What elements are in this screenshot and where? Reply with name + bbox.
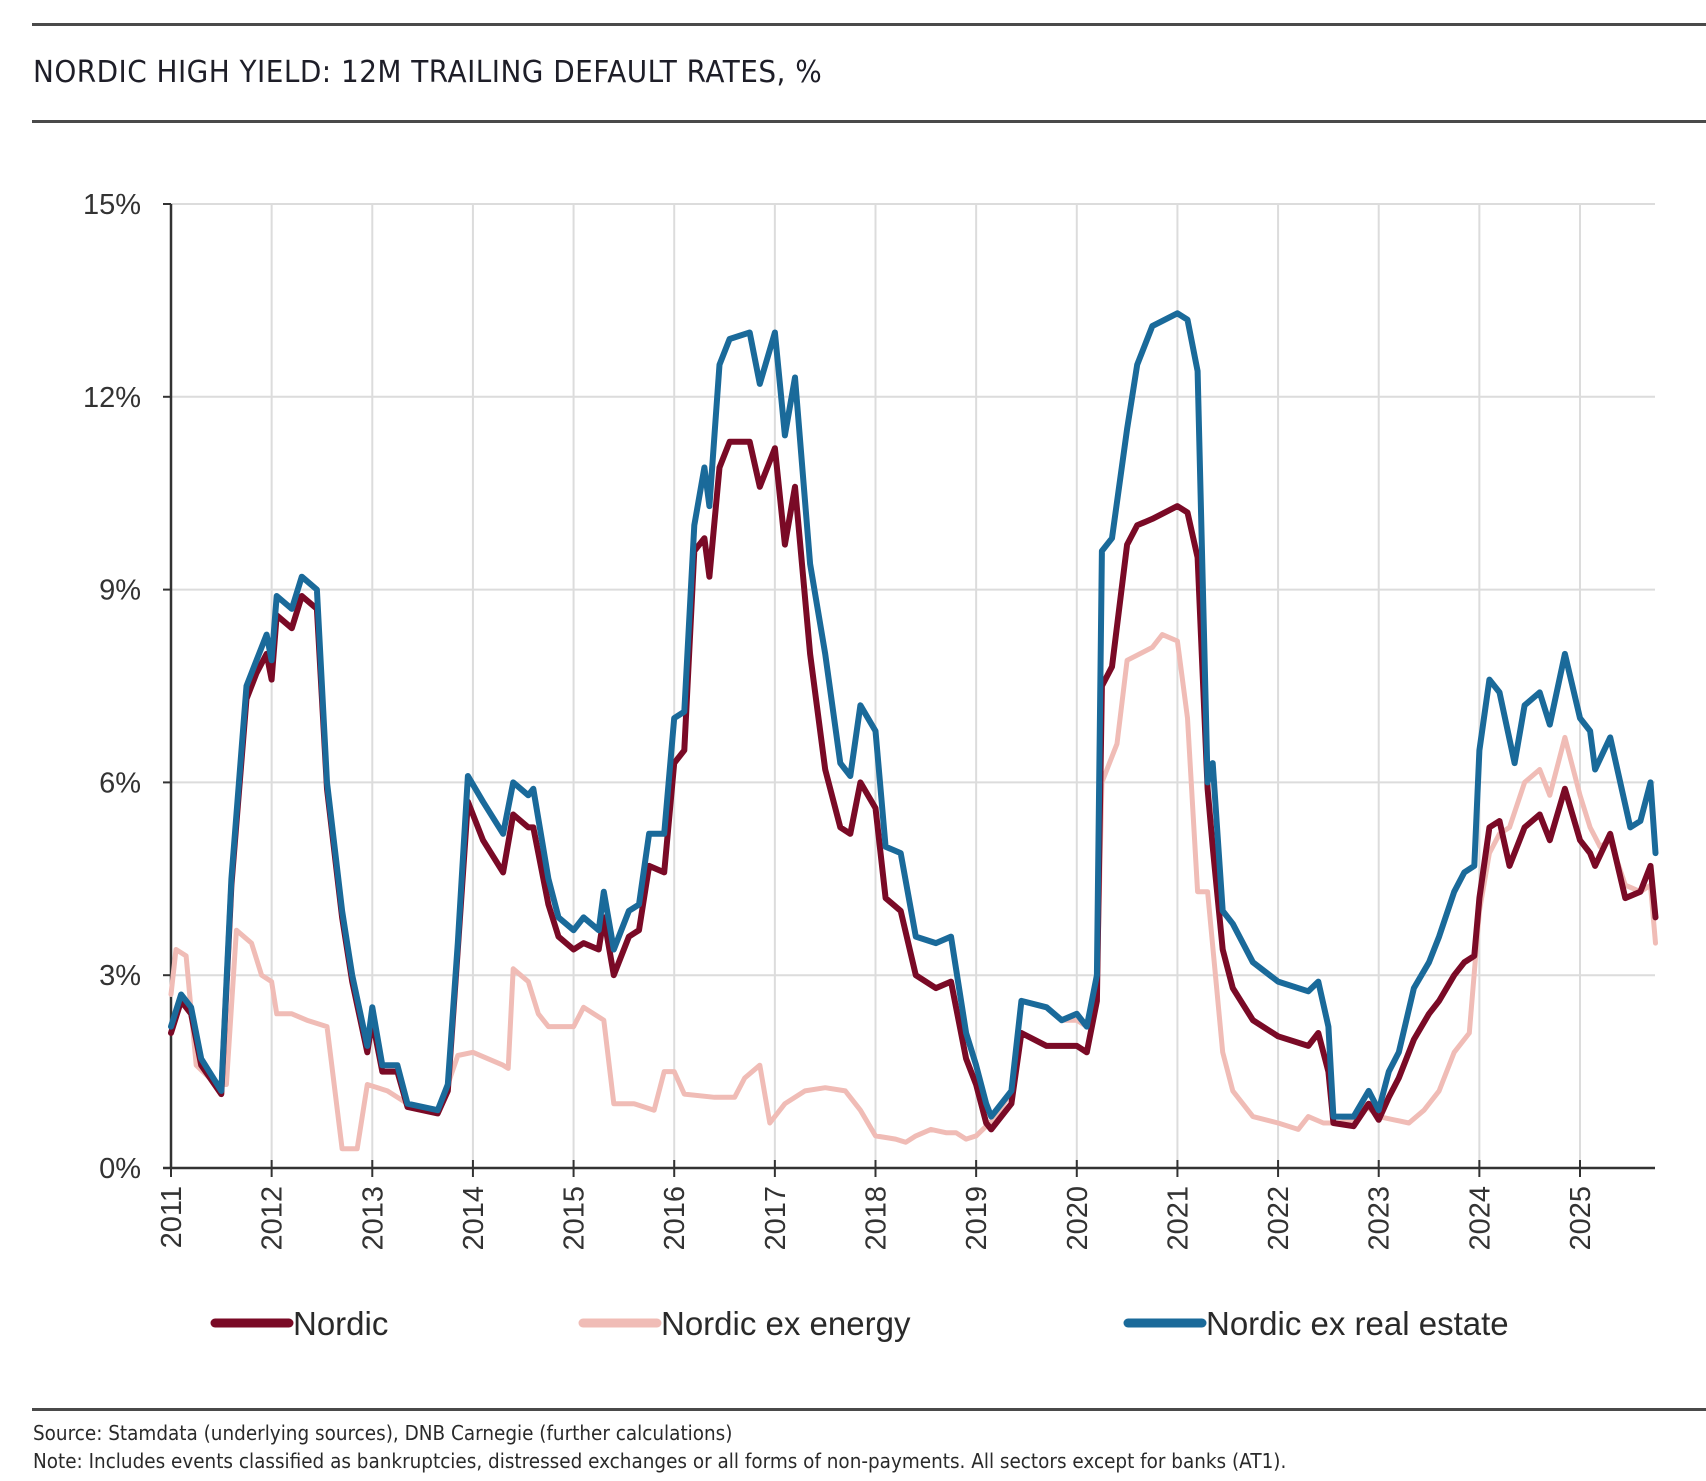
series-line-nordic — [168, 438, 1659, 1133]
legend-item: Nordic — [210, 1305, 388, 1342]
legend: Nordic Nordic ex energy Nordic ex real est… — [210, 1305, 1509, 1342]
x-tick-label: 2020 — [1062, 1186, 1094, 1251]
x-tick-label: 2016 — [659, 1186, 691, 1251]
x-tick-label: 2019 — [961, 1186, 993, 1251]
y-tick-label: 12% — [83, 382, 141, 414]
series-lines — [168, 310, 1659, 1152]
x-tick-label: 2024 — [1464, 1186, 1496, 1251]
x-tick-label: 2021 — [1162, 1186, 1194, 1251]
legend-item: Nordic ex real estate — [1123, 1305, 1509, 1342]
x-tick-label: 2012 — [257, 1186, 289, 1251]
top-divider — [32, 23, 1706, 26]
source-note: Source: Stamdata (underlying sources), D… — [33, 1421, 733, 1445]
y-tick-label: 15% — [83, 189, 141, 221]
x-tick-label: 2022 — [1263, 1186, 1295, 1251]
x-tick-label: 2025 — [1565, 1186, 1597, 1251]
y-tick-label: 6% — [99, 767, 141, 799]
x-tick-label: 2015 — [559, 1186, 591, 1251]
x-tick-label: 2013 — [357, 1186, 389, 1251]
chart: 0% 3% 6% 9% 12% 15% 2011 2012 2013 2014 2015 2016 20… — [83, 189, 1659, 1342]
x-tick-label: 2023 — [1364, 1186, 1396, 1251]
legend-item: Nordic ex energy — [578, 1305, 911, 1342]
methodology-note: Note: Includes events classified as bank… — [33, 1449, 1287, 1473]
footer-divider — [32, 1408, 1706, 1411]
axes: 0% 3% 6% 9% 12% 15% 2011 2012 2013 2014 2015 2016 20… — [83, 189, 1655, 1251]
y-tick-label: 3% — [99, 960, 141, 992]
legend-label: Nordic ex energy — [661, 1305, 911, 1342]
x-tick-label: 2017 — [760, 1186, 792, 1251]
x-tick-label: 2018 — [861, 1186, 893, 1251]
chart-title: NORDIC HIGH YIELD: 12M TRAILING DEFAULT … — [33, 55, 823, 90]
y-tick-label: 0% — [99, 1153, 141, 1185]
legend-label: Nordic — [293, 1305, 388, 1342]
grid — [171, 203, 1655, 1168]
x-tick-label: 2011 — [156, 1186, 188, 1248]
series-line-nordic-ex-real-estate — [168, 310, 1659, 1120]
legend-label: Nordic ex real estate — [1206, 1305, 1509, 1342]
x-tick-label: 2014 — [458, 1186, 490, 1251]
y-tick-label: 9% — [99, 575, 141, 607]
title-divider — [32, 120, 1706, 123]
